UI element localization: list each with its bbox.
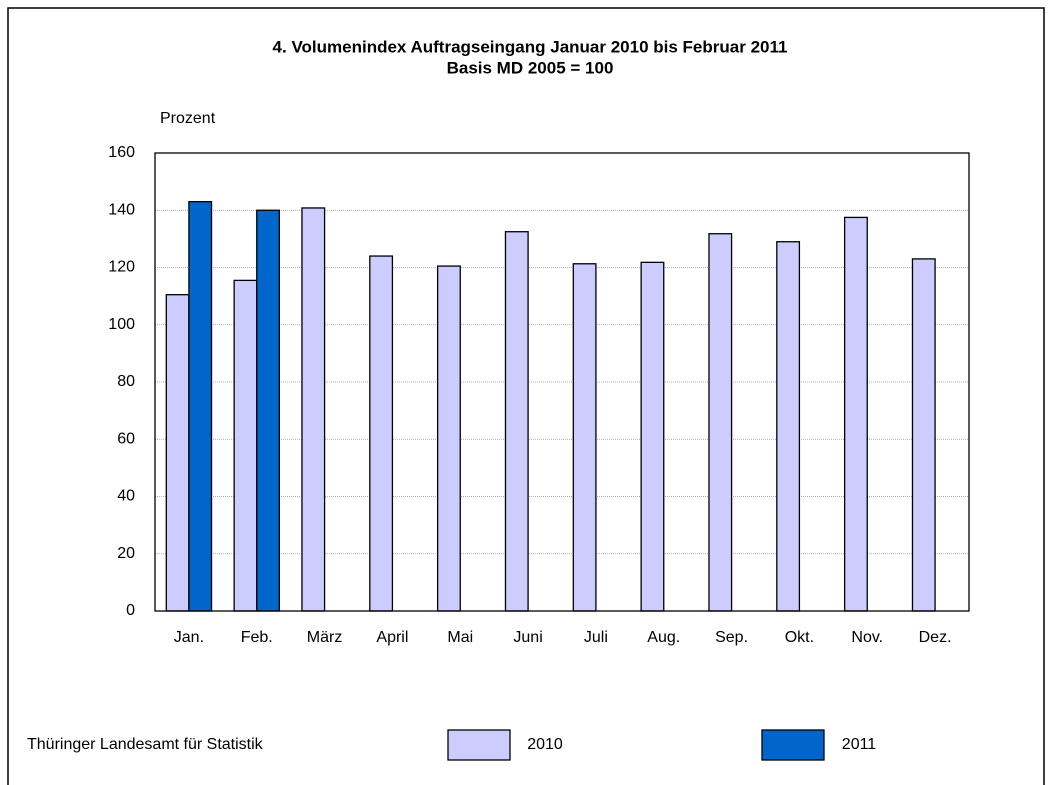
x-tick-label: Jan. (174, 629, 204, 646)
x-tick-label: Dez. (919, 629, 952, 646)
bar (640, 261, 665, 612)
bar (301, 207, 326, 612)
y-tick-label: 60 (117, 430, 135, 447)
bar (256, 209, 281, 612)
x-tick-label: Sep. (715, 629, 748, 646)
bar (188, 201, 213, 612)
bar (776, 241, 801, 612)
bar (165, 294, 190, 612)
y-tick-label: 160 (108, 144, 135, 161)
y-tick-label: 40 (117, 488, 135, 505)
bar (843, 216, 868, 612)
bar (572, 263, 597, 612)
x-tick-label: Mai (447, 629, 473, 646)
bar (436, 265, 461, 612)
x-tick-label: Nov. (851, 629, 883, 646)
bar (504, 231, 529, 612)
x-tick-label: Juni (513, 629, 542, 646)
x-tick-label: Okt. (785, 629, 814, 646)
x-tick-label: März (307, 629, 343, 646)
source: Thüringer Landesamt für Statistik (27, 736, 264, 753)
bar (369, 255, 394, 612)
y-tick-label: 80 (117, 373, 135, 390)
bar (708, 233, 733, 612)
chart-title: 4. Volumenindex Auftragseingang Januar 2… (273, 37, 788, 56)
y-tick-label: 120 (108, 259, 135, 276)
legend-swatch (447, 729, 511, 761)
x-tick-label: Feb. (241, 629, 273, 646)
x-tick-label: April (376, 629, 408, 646)
y-tick-label: 0 (126, 602, 135, 619)
bar (233, 279, 258, 612)
legend-label: 2011 (842, 736, 877, 753)
y-tick-label: 140 (108, 201, 135, 218)
bar (911, 258, 936, 612)
legend-label: 2010 (527, 736, 563, 753)
x-tick-label: Aug. (647, 629, 680, 646)
x-tick-label: Juli (584, 629, 608, 646)
chart-subtitle: Basis MD 2005 = 100 (447, 58, 614, 77)
legend-swatch (761, 729, 825, 761)
plot-border (154, 152, 970, 612)
y-tick-label: 100 (108, 316, 135, 333)
y-axis-label: Prozent (160, 110, 216, 127)
y-tick-label: 20 (117, 545, 135, 562)
